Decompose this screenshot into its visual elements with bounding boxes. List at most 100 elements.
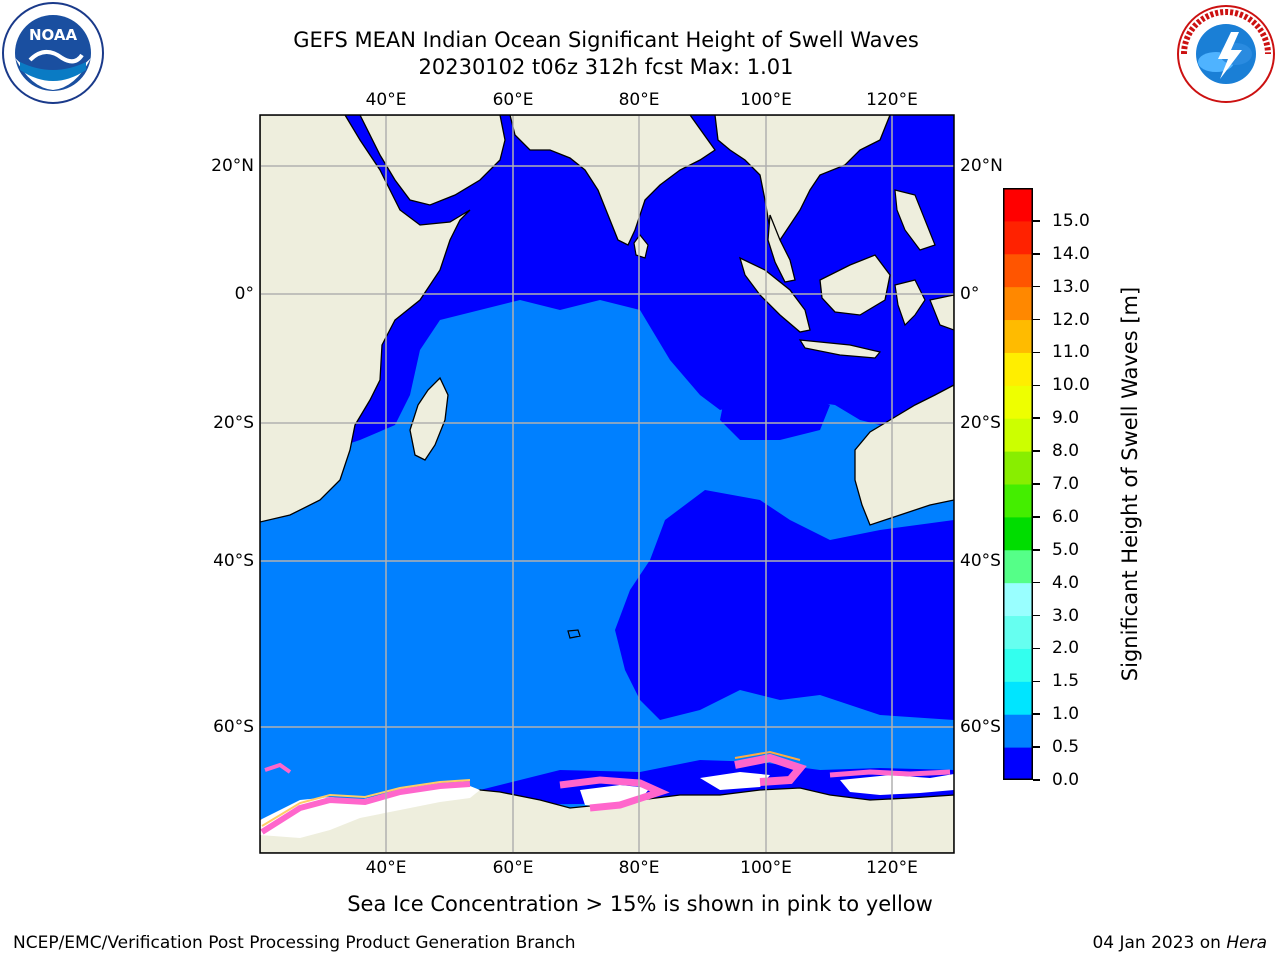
colorbar-tick-mark <box>1033 384 1040 387</box>
colorbar-segment <box>1003 451 1033 485</box>
land-southeast-asia <box>714 115 891 242</box>
land-sumatra <box>738 256 811 333</box>
lon-label-top: 80°E <box>618 90 660 110</box>
colorbar-tick-mark <box>1033 746 1040 748</box>
colorbar-tick-mark <box>1033 549 1040 551</box>
colorbar-segment <box>1003 319 1033 353</box>
colorbar-frame <box>1003 188 1033 780</box>
chart-subtitle: 20230102 t06z 312h fcst Max: 1.01 <box>418 55 794 79</box>
land-philippines <box>894 189 936 251</box>
gridlines <box>260 115 954 853</box>
colorbar-segment <box>1003 220 1033 255</box>
lon-label-bottom: 60°E <box>492 858 534 878</box>
land-java <box>798 339 882 359</box>
colorbar-tick-label: 4.0 <box>1052 572 1080 593</box>
colorbar-tick-label: 13.0 <box>1052 276 1090 297</box>
sea-ice-patches <box>264 762 292 774</box>
footer-host: Hera <box>1226 933 1267 953</box>
ice-shelf-central <box>700 772 770 790</box>
colorbar-tick-mark <box>1033 614 1040 617</box>
lat-label-left: 20°S <box>213 413 254 433</box>
sea-ice-west-outer <box>261 779 471 827</box>
colorbar <box>1003 188 1033 780</box>
colorbar-tick-label: 7.0 <box>1052 474 1080 494</box>
noaa-logo-text: NOAA <box>29 26 78 44</box>
map-frame <box>259 114 955 854</box>
lat-label-left: 60°S <box>213 717 254 737</box>
colorbar-tick-label: 8.0 <box>1052 441 1080 462</box>
colorbar-segment <box>1003 582 1033 617</box>
colorbar-tick-mark <box>1033 713 1040 715</box>
colorbar-tick-mark <box>1033 450 1040 452</box>
colorbar-segment <box>1003 747 1033 780</box>
lon-label-top: 120°E <box>866 90 918 110</box>
land-africa <box>260 115 471 523</box>
colorbar-segment <box>1003 418 1033 452</box>
lat-label-left: 40°S <box>213 551 254 571</box>
lat-label-left: 20°N <box>211 156 254 176</box>
lat-label-right: 0° <box>960 284 980 304</box>
colorbar-segment <box>1003 286 1033 321</box>
colorbar-tick-mark <box>1033 581 1040 584</box>
colorbar-tick-label: 11.0 <box>1052 342 1090 363</box>
ocean-swell-low-patch <box>720 385 830 440</box>
lon-label-top: 60°E <box>492 90 534 110</box>
colorbar-tick-mark <box>1033 779 1040 781</box>
sea-ice-caption: Sea Ice Concentration > 15% is shown in … <box>347 892 933 916</box>
colorbar-segment <box>1003 484 1033 518</box>
colorbar-tick-mark <box>1033 253 1040 255</box>
sea-ice-east-1 <box>734 753 807 786</box>
nws-logo-icon <box>1177 5 1275 103</box>
colorbar-segment <box>1003 681 1033 715</box>
lon-label-bottom: 100°E <box>740 858 792 878</box>
colorbar-segment <box>1003 516 1033 551</box>
colorbar-segment <box>1003 352 1033 386</box>
lat-label-right: 20°S <box>960 413 1001 433</box>
sea-ice-west <box>260 781 471 835</box>
land-malay-peninsula <box>767 214 796 283</box>
colorbar-tick-label: 0.0 <box>1052 770 1080 790</box>
colorbar-segment <box>1003 714 1033 748</box>
colorbar-tick-mark <box>1033 220 1040 222</box>
colorbar-tick-mark <box>1033 417 1040 419</box>
land-borneo <box>819 254 891 316</box>
colorbar-tick-mark <box>1033 351 1040 354</box>
colorbar-tick-label: 12.0 <box>1052 309 1090 330</box>
lon-label-bottom: 80°E <box>618 858 660 878</box>
colorbar-segment <box>1003 385 1033 419</box>
colorbar-segment <box>1003 615 1033 649</box>
lon-label-top: 40°E <box>365 90 407 110</box>
colorbar-tick-label: 15.0 <box>1052 210 1090 231</box>
ice-shelf-east <box>840 774 954 795</box>
footer-producer: NCEP/EMC/Verification Post Processing Pr… <box>13 933 576 953</box>
lat-label-right: 60°S <box>960 717 1001 737</box>
colorbar-tick-label: 6.0 <box>1052 506 1080 527</box>
colorbar-tick-mark <box>1033 318 1040 321</box>
colorbar-tick-mark <box>1033 516 1040 518</box>
colorbar-segment <box>1003 648 1033 682</box>
land-sri-lanka <box>633 234 649 259</box>
colorbar-tick-label: 10.0 <box>1052 375 1090 396</box>
colorbar-tick-label: 0.5 <box>1052 737 1080 758</box>
land-australia <box>854 384 954 526</box>
lat-label-right: 40°S <box>960 551 1001 571</box>
colorbar-tick-mark <box>1033 483 1040 485</box>
land-kerguelen <box>567 629 581 639</box>
colorbar-tick-label: 14.0 <box>1052 243 1090 264</box>
land-madagascar <box>409 376 449 461</box>
colorbar-tick-label: 2.0 <box>1052 638 1080 659</box>
land-sulawesi <box>894 279 926 327</box>
colorbar-label: Significant Height of Swell Waves [m] <box>1118 286 1142 682</box>
chart-title: GEFS MEAN Indian Ocean Significant Heigh… <box>293 28 919 52</box>
colorbar-tick-label: 1.0 <box>1052 704 1080 725</box>
footer-date: 04 Jan 2023 on Hera <box>1092 933 1267 953</box>
colorbar-segment <box>1003 188 1033 222</box>
noaa-logo-icon: NOAA <box>2 2 104 104</box>
colorbar-tick-label: 1.5 <box>1052 671 1080 692</box>
colorbar-segment <box>1003 549 1033 584</box>
lat-label-right: 20°N <box>960 156 1003 176</box>
land-india <box>509 115 716 246</box>
land-new-guinea <box>929 294 954 331</box>
sea-ice-east-outer <box>734 750 801 761</box>
